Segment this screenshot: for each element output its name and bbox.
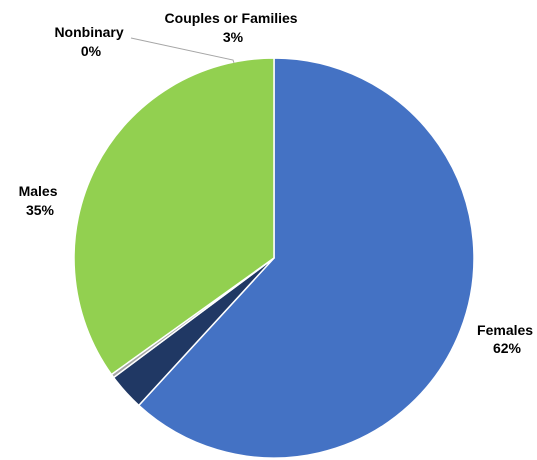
label-couples-or-families: Couples or Families 3%: [165, 10, 302, 45]
leader-line-nonbinary: [130, 37, 235, 64]
leader-lines: [130, 37, 235, 64]
slice-males: [73, 57, 275, 376]
label-females: Females 62%: [477, 322, 537, 356]
label-males: Males 35%: [19, 183, 62, 218]
pie-slices: [73, 57, 475, 459]
label-nonbinary: Nonbinary 0%: [54, 24, 127, 59]
slice-females: [138, 57, 475, 459]
slice-labels: Females 62% Couples or Families 3% Nonbi…: [19, 10, 537, 356]
